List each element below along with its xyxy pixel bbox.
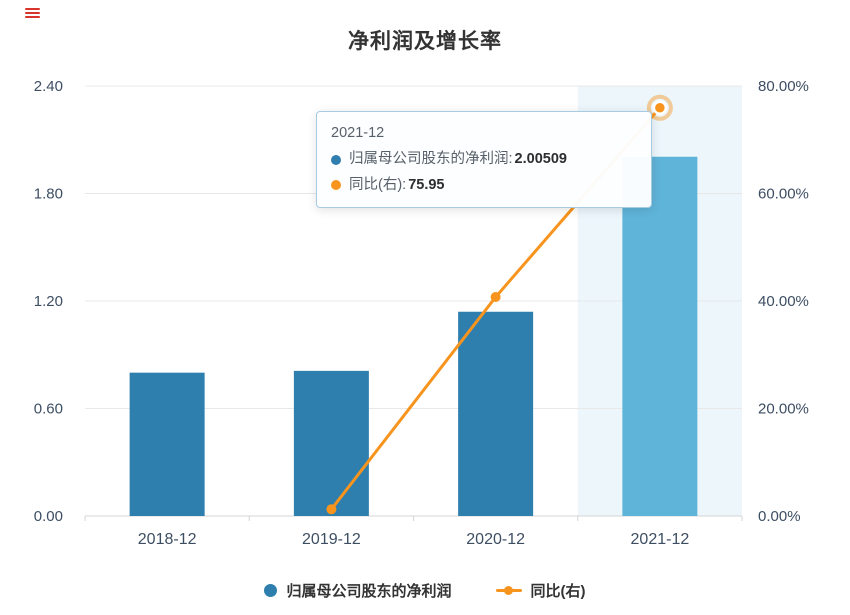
right-axis-label: 40.00% [758, 293, 809, 310]
legend-item-netprofit[interactable]: 归属母公司股东的净利润 [264, 580, 452, 601]
legend-label: 同比(右) [530, 583, 586, 600]
blue-dot-icon [331, 154, 341, 165]
tooltip-label: 归属母公司股东的净利润: [349, 150, 513, 167]
line-series-dot-icon [503, 586, 513, 595]
left-axis-label: 0.60 [34, 401, 63, 418]
orange-dot-icon [331, 180, 341, 191]
menu-bar [25, 12, 40, 14]
tooltip-date: 2021-12 [331, 125, 385, 141]
chart-title: 净利润及增长率 [348, 30, 502, 53]
yoy-line-point[interactable] [326, 504, 337, 515]
netprofit-bar[interactable] [129, 372, 205, 516]
legend-label: 归属母公司股东的净利润 [286, 583, 452, 600]
tooltip-row-yoy: 同比(右): 75.95 [331, 173, 637, 199]
yoy-line-point[interactable] [652, 100, 668, 116]
x-axis-label: 2019-12 [302, 531, 361, 548]
tooltip-label: 同比(右): [349, 176, 407, 193]
x-axis-label: 2021-12 [631, 531, 690, 548]
left-axis-label: 1.80 [34, 186, 63, 203]
netprofit-bar[interactable] [293, 370, 369, 516]
right-axis-label: 0.00% [758, 508, 801, 525]
bar-series-icon [264, 584, 278, 597]
netprofit-bar[interactable] [458, 311, 534, 516]
chart-tooltip: 2021-12 归属母公司股东的净利润: 2.00509 同比(右): 75.9… [316, 111, 652, 209]
menu-bar [25, 8, 40, 10]
netprofit-bar[interactable] [622, 156, 698, 517]
menu-bar [25, 16, 40, 18]
tooltip-row-netprofit: 归属母公司股东的净利润: 2.00509 [331, 147, 637, 173]
left-axis-label: 1.20 [34, 293, 63, 310]
yoy-line-point[interactable] [490, 292, 501, 303]
tooltip-value: 2.00509 [514, 150, 567, 167]
left-axis-label: 2.40 [34, 78, 63, 95]
right-axis-label: 20.00% [758, 401, 809, 418]
right-axis-label: 80.00% [758, 78, 809, 95]
left-axis-label: 0.00 [34, 508, 63, 525]
red-menu-icon[interactable] [25, 6, 40, 20]
chart-legend: 归属母公司股东的净利润 同比(右) [0, 580, 850, 601]
tooltip-value: 75.95 [408, 176, 445, 193]
line-series-icon [495, 586, 522, 595]
x-axis-label: 2018-12 [138, 531, 197, 548]
legend-item-yoy[interactable]: 同比(右) [495, 580, 586, 601]
point-emphasis-halo [646, 94, 673, 121]
right-axis-label: 60.00% [758, 186, 809, 203]
x-axis-label: 2020-12 [466, 531, 525, 548]
